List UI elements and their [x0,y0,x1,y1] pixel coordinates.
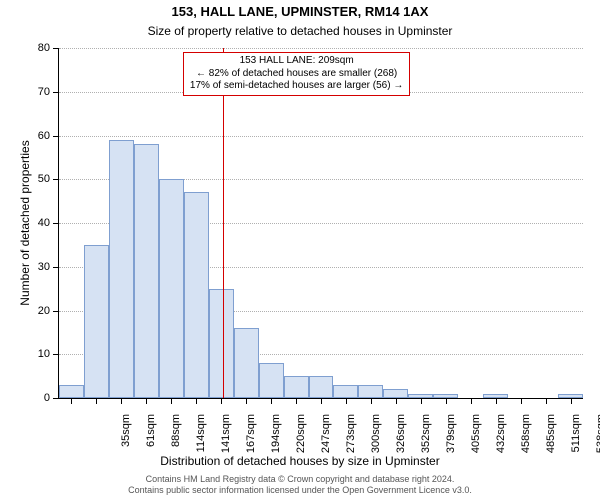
page-subtitle: Size of property relative to detached ho… [0,24,600,38]
histogram-bar [109,140,134,398]
histogram-bar [309,376,334,398]
y-tick [53,311,59,312]
histogram-bar [284,376,309,398]
x-tick [471,398,472,404]
y-tick [53,267,59,268]
histogram-bar [84,245,109,398]
y-tick [53,354,59,355]
histogram-bar [333,385,358,398]
y-tick-label: 0 [20,392,50,404]
x-tick [446,398,447,404]
x-tick [121,398,122,404]
x-tick [496,398,497,404]
x-tick [246,398,247,404]
x-tick [196,398,197,404]
x-tick [371,398,372,404]
y-tick [53,223,59,224]
x-tick [96,398,97,404]
footer-line: Contains public sector information licen… [0,485,600,496]
histogram-bar [383,389,408,398]
histogram-bar [259,363,284,398]
reference-line [223,48,224,398]
histogram-bar [59,385,84,398]
y-tick [53,398,59,399]
y-tick [53,92,59,93]
annotation-line: ← 82% of detached houses are smaller (26… [190,68,403,81]
y-tick [53,136,59,137]
x-tick [296,398,297,404]
x-tick [396,398,397,404]
x-tick [321,398,322,404]
histogram-bar [209,289,234,398]
x-tick [346,398,347,404]
x-tick [71,398,72,404]
x-tick [146,398,147,404]
footer-line: Contains HM Land Registry data © Crown c… [0,474,600,485]
annotation-line: 153 HALL LANE: 209sqm [190,55,403,68]
y-tick [53,48,59,49]
x-tick [546,398,547,404]
x-tick [171,398,172,404]
y-tick-label: 70 [20,86,50,98]
annotation-box: 153 HALL LANE: 209sqm← 82% of detached h… [183,52,410,96]
x-tick [271,398,272,404]
y-tick-label: 10 [20,348,50,360]
plot-area [58,48,583,399]
histogram-bar [159,179,184,398]
x-tick [571,398,572,404]
gridline [59,136,583,137]
x-tick [521,398,522,404]
histogram-bar [234,328,259,398]
y-axis-label: Number of detached properties [18,113,32,333]
y-tick [53,179,59,180]
x-axis-label: Distribution of detached houses by size … [0,454,600,468]
footer-attribution: Contains HM Land Registry data © Crown c… [0,474,600,496]
gridline [59,48,583,49]
histogram-bar [134,144,159,398]
annotation-line: 17% of semi-detached houses are larger (… [190,80,403,93]
histogram-bar [358,385,383,398]
x-tick [421,398,422,404]
y-tick-label: 80 [20,42,50,54]
x-tick [221,398,222,404]
histogram-bar [184,192,209,398]
page-title: 153, HALL LANE, UPMINSTER, RM14 1AX [0,4,600,19]
